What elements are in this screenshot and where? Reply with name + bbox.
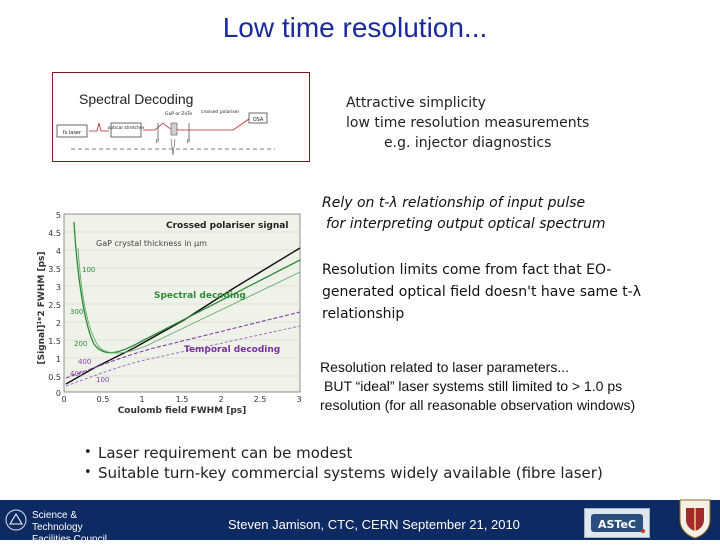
relation-note: Rely on t-λ relationship of input pulse …: [322, 193, 712, 235]
gap-label: GaP crystal thickness in μm: [96, 239, 207, 248]
polariser-p1: P: [156, 139, 159, 145]
stfc-line-2: Facilities Council: [32, 534, 108, 545]
simplicity-line-1: Attractive simplicity: [346, 95, 486, 111]
footer-text: Steven Jamison, CTC, CERN September 21, …: [228, 517, 520, 532]
y-axis-label: [Signal]¹ᵄ2 FWHM [ps]: [37, 252, 47, 365]
laser-params-line-1: Resolution related to laser parameters..…: [320, 359, 570, 375]
thickness-label: 400: [78, 358, 91, 366]
bullet-item: Suitable turn-key commercial systems wid…: [84, 463, 603, 483]
y-tick: 3: [56, 283, 61, 292]
spectral-decoding-curve-thin: [77, 247, 301, 354]
y-tick: 5: [56, 211, 61, 220]
y-tick: 1: [56, 355, 61, 364]
slide-title: Low time resolution...: [222, 12, 488, 43]
simplicity-line-3: e.g. injector diagnostics: [384, 135, 552, 151]
laser-params-line-3: resolution (for all reasonable observati…: [320, 397, 636, 413]
crystal-label: GaP or ZnTe: [165, 111, 192, 117]
polariser-p2: P: [187, 139, 190, 145]
laser-parameters-note: Resolution related to laser parameters..…: [320, 358, 720, 415]
laser-params-line-2: BUT “ideal” laser systems still limited …: [324, 378, 623, 394]
temporal-decoding-label: Temporal decoding: [184, 345, 280, 355]
simplicity-line-2: low time resolution measurements: [346, 115, 590, 131]
y-tick: 3.5: [48, 265, 61, 274]
x-tick: 1.5: [176, 395, 189, 404]
y-tick: 4: [56, 247, 61, 256]
x-axis-label: Coulomb field FWHM [ps]: [118, 406, 247, 416]
y-tick: 2: [56, 319, 61, 328]
laser-box-label: fs laser: [63, 130, 82, 136]
temporal-decoding-curve: [65, 311, 301, 379]
osa-label: OSA: [253, 117, 264, 123]
astec-text: ASTeC: [598, 518, 636, 531]
stfc-line-1: Science & Technology: [32, 510, 83, 533]
simplicity-note: Attractive simplicity low time resolutio…: [346, 93, 589, 153]
bullet-item: Laser requirement can be modest: [84, 443, 603, 463]
bullet-list: Laser requirement can be modest Suitable…: [84, 443, 603, 483]
x-tick: 1: [139, 395, 144, 404]
spectral-decoding-label: Spectral decoding: [154, 291, 246, 301]
y-tick: 0.5: [48, 373, 61, 382]
resolution-graph: 5 4.5 4 3.5 3 2.5 2 1.5 1 0.5 0 0 0.5 1 …: [34, 208, 306, 416]
crossed-polariser-line: [65, 247, 301, 385]
x-tick: 0: [61, 395, 66, 404]
stfc-logo: Science & Technology Facilities Council: [4, 506, 116, 545]
resolution-limits-note: Resolution limits come from fact that EO…: [322, 262, 642, 322]
thickness-label: 100: [82, 266, 95, 274]
relation-line-2: for interpreting output optical spectrum: [326, 216, 606, 232]
thickness-label: 200: [74, 340, 87, 348]
diagram-label: Spectral Decoding: [79, 91, 194, 107]
temporal-decoding-curve-2: [65, 325, 301, 387]
astec-logo-icon: ASTeC: [591, 514, 645, 533]
y-tick: 4.5: [48, 229, 61, 238]
y-tick: 1.5: [48, 337, 61, 346]
spectral-decoding-curve: [73, 221, 301, 354]
spectral-decoding-diagram: Spectral Decoding fs laser optical stret…: [52, 72, 310, 162]
x-tick: 2.5: [254, 395, 267, 404]
y-tick: 0: [56, 389, 61, 398]
x-tick: 0.5: [97, 395, 110, 404]
crossed-polariser-label: Crossed polariser signal: [166, 221, 288, 231]
relation-line-1: Rely on t-λ relationship of input pulse: [322, 195, 586, 211]
x-tick: 2: [218, 395, 223, 404]
stfc-emblem-icon: [5, 509, 27, 531]
thickness-label: 400: [70, 370, 83, 378]
thickness-label: 300: [70, 308, 83, 316]
astec-logo: ASTeC: [584, 508, 650, 538]
y-tick: 2.5: [48, 301, 61, 310]
stretcher-label: optical stretcher: [108, 125, 145, 131]
polariser-label: crossed polariser: [201, 109, 240, 115]
university-crest-icon: [679, 499, 711, 539]
x-tick: 3: [296, 395, 301, 404]
resolution-graph-svg: 5 4.5 4 3.5 3 2.5 2 1.5 1 0.5 0 0 0.5 1 …: [37, 211, 302, 416]
thickness-label: 100: [96, 376, 109, 384]
setup-schematic: fs laser optical stretcher GaP or ZnTe c…: [56, 109, 275, 156]
